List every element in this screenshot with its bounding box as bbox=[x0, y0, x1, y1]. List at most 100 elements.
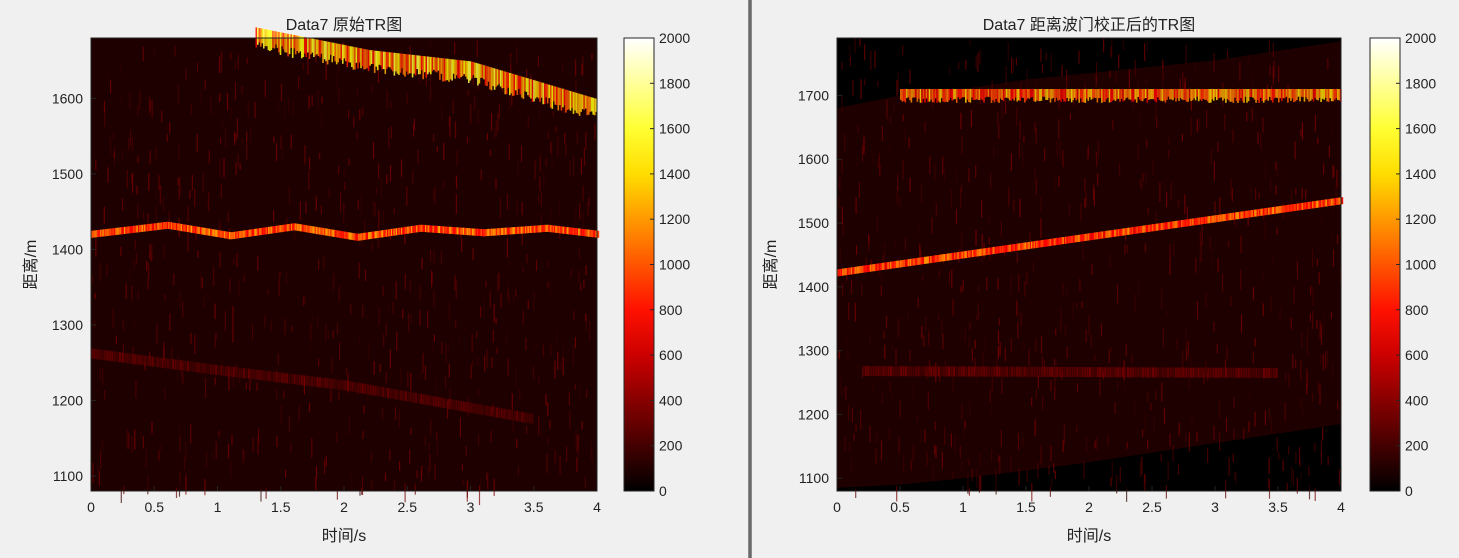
noise-streak bbox=[292, 101, 294, 116]
noise-streak bbox=[433, 189, 435, 202]
track-segment bbox=[1330, 198, 1334, 206]
noise-streak bbox=[1108, 349, 1110, 363]
track-segment bbox=[569, 227, 572, 235]
track-segment bbox=[887, 262, 890, 270]
track-segment bbox=[295, 374, 299, 385]
track-segment bbox=[433, 225, 436, 233]
noise-streak bbox=[371, 241, 373, 251]
noise-streak bbox=[1330, 233, 1332, 245]
band-streak bbox=[1092, 89, 1094, 99]
noise-streak bbox=[978, 475, 980, 493]
track-segment bbox=[469, 228, 472, 236]
track-segment bbox=[560, 226, 563, 234]
noise-streak bbox=[1314, 488, 1316, 501]
noise-streak bbox=[302, 63, 304, 70]
noise-streak bbox=[1040, 336, 1043, 354]
track-segment bbox=[1138, 226, 1141, 234]
band-streak bbox=[1253, 89, 1256, 100]
noise-streak bbox=[211, 452, 214, 461]
noise-streak bbox=[889, 381, 891, 391]
noise-streak bbox=[136, 185, 138, 195]
track-segment bbox=[149, 223, 152, 231]
track-segment bbox=[483, 229, 486, 237]
noise-streak bbox=[579, 203, 581, 220]
track-segment bbox=[1091, 367, 1094, 378]
track-segment bbox=[527, 226, 530, 234]
band-streak bbox=[1175, 89, 1177, 102]
track-segment bbox=[252, 369, 256, 380]
noise-streak bbox=[125, 283, 127, 300]
track-segment bbox=[412, 225, 415, 233]
noise-streak bbox=[1306, 339, 1309, 355]
track-segment bbox=[1192, 218, 1195, 226]
track-segment bbox=[371, 231, 374, 239]
noise-streak bbox=[106, 264, 108, 276]
track-segment bbox=[925, 256, 928, 264]
track-segment bbox=[547, 224, 550, 232]
noise-streak bbox=[538, 416, 540, 436]
track-segment bbox=[309, 226, 312, 233]
track-segment bbox=[1123, 228, 1126, 236]
track-segment bbox=[886, 262, 889, 270]
band-streak bbox=[543, 83, 546, 105]
track-segment bbox=[414, 393, 417, 403]
band-streak bbox=[269, 30, 271, 52]
track-segment bbox=[980, 366, 983, 377]
noise-streak bbox=[1294, 141, 1296, 160]
track-segment bbox=[1152, 367, 1155, 378]
noise-streak bbox=[146, 260, 148, 272]
noise-streak bbox=[849, 441, 851, 452]
noise-streak bbox=[1145, 171, 1147, 184]
track-segment bbox=[325, 228, 328, 236]
band-streak bbox=[1196, 89, 1198, 97]
track-segment bbox=[1246, 210, 1249, 218]
track-segment bbox=[131, 226, 134, 233]
track-segment bbox=[935, 366, 938, 377]
track-segment bbox=[260, 228, 263, 235]
band-streak bbox=[531, 79, 534, 102]
plot-area[interactable] bbox=[91, 38, 597, 491]
band-streak bbox=[1024, 89, 1026, 103]
track-segment bbox=[1260, 367, 1263, 378]
noise-streak bbox=[1010, 338, 1012, 353]
track-segment bbox=[221, 230, 224, 238]
band-streak bbox=[329, 42, 332, 55]
track-segment bbox=[493, 407, 496, 417]
noise-streak bbox=[1058, 119, 1060, 139]
noise-streak bbox=[1337, 234, 1339, 245]
track-segment bbox=[973, 366, 976, 377]
band-streak bbox=[1290, 89, 1292, 101]
x-tick-label: 2.5 bbox=[1142, 499, 1162, 515]
noise-streak bbox=[361, 488, 363, 495]
x-tick-label: 4 bbox=[1337, 499, 1345, 515]
track-segment bbox=[1283, 205, 1286, 213]
track-segment bbox=[1182, 367, 1185, 378]
noise-streak bbox=[1234, 216, 1237, 228]
track-segment bbox=[1090, 233, 1093, 241]
noise-streak bbox=[454, 42, 456, 55]
band-streak bbox=[1117, 89, 1120, 99]
track-segment bbox=[408, 226, 411, 234]
band-streak bbox=[1275, 89, 1277, 98]
noise-streak bbox=[445, 343, 447, 363]
band-streak bbox=[951, 89, 953, 101]
track-segment bbox=[1047, 239, 1050, 247]
band-streak bbox=[464, 60, 467, 77]
track-segment bbox=[842, 268, 845, 276]
band-streak bbox=[578, 93, 581, 116]
track-segment bbox=[1131, 367, 1134, 378]
band-streak bbox=[399, 53, 402, 73]
track-segment bbox=[1328, 199, 1331, 206]
track-segment bbox=[447, 226, 450, 234]
noise-streak bbox=[580, 158, 582, 175]
panel-divider[interactable] bbox=[748, 0, 752, 558]
noise-streak bbox=[1288, 373, 1290, 388]
track-segment bbox=[156, 357, 159, 368]
band-streak bbox=[1203, 89, 1206, 100]
band-streak bbox=[1049, 89, 1052, 103]
track-segment bbox=[1028, 366, 1031, 377]
track-segment bbox=[1232, 367, 1235, 378]
noise-streak bbox=[911, 451, 913, 463]
noise-streak bbox=[1043, 360, 1045, 370]
track-segment bbox=[1170, 221, 1174, 229]
